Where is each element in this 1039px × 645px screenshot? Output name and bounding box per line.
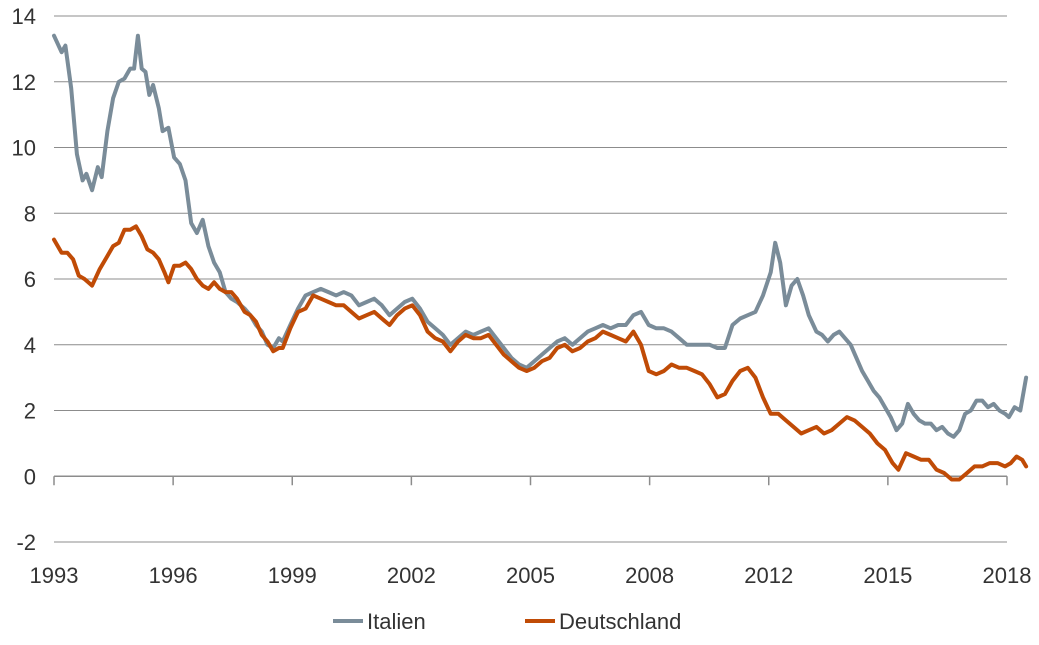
series-line-deutschland [52,224,1029,482]
y-tick-label: 6 [24,267,36,292]
y-tick-labels: 14 12 10 8 6 4 2 0 -2 [12,4,36,555]
y-tick-label: 0 [24,464,36,489]
x-tick-label: 2015 [863,563,912,588]
x-tick-label: 2018 [983,563,1032,588]
x-tick-label: 2002 [387,563,436,588]
x-tick-label: 2008 [625,563,674,588]
x-axis [53,475,1008,486]
x-tick-label: 1996 [149,563,198,588]
y-tick-label: 14 [12,4,36,29]
y-tick-label: 8 [24,201,36,226]
gridlines [54,15,1007,543]
y-tick-label: 10 [12,136,36,161]
legend-label: Deutschland [559,609,681,634]
x-tick-label: 1993 [30,563,79,588]
y-tick-label: 2 [24,399,36,424]
legend: Italien Deutschland [333,609,681,634]
y-tick-label: 4 [24,333,36,358]
legend-label: Italien [367,609,426,634]
y-tick-label: -2 [16,530,36,555]
x-tick-label: 2012 [744,563,793,588]
series-lines [52,33,1029,482]
series-line-italien [52,33,1029,439]
x-tick-labels: 1993 1996 1999 2002 2005 2008 2012 2015 2018 [30,563,1032,588]
y-tick-label: 12 [12,70,36,95]
x-tick-label: 2005 [506,563,555,588]
x-tick-label: 1999 [268,563,317,588]
